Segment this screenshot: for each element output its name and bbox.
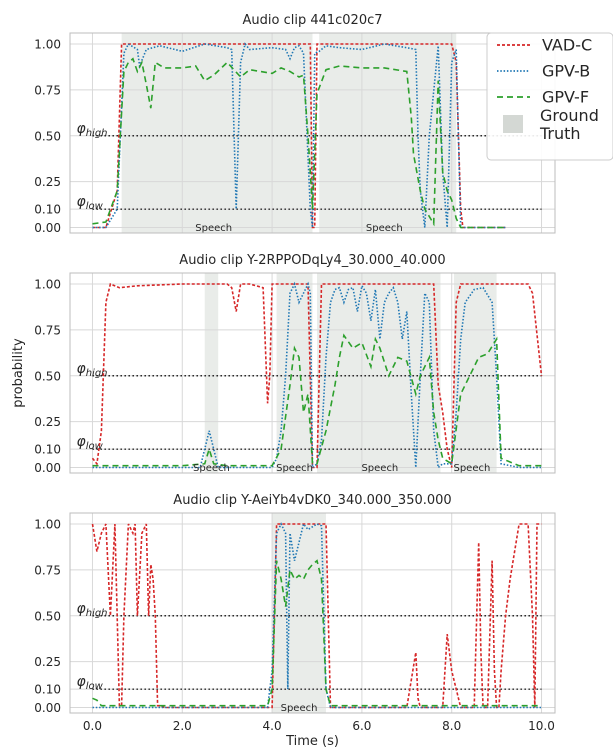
series-line — [92, 57, 506, 229]
series-line — [92, 42, 506, 229]
plot-frame — [69, 272, 556, 474]
ground-truth-label: Speech — [361, 463, 398, 474]
ground-truth-region — [316, 273, 441, 473]
legend-label-line: Truth — [539, 124, 581, 143]
x-tick-label: 2.0 — [173, 719, 192, 733]
y-axis-label: probability — [11, 338, 26, 408]
ground-truth-label: Speech — [276, 463, 313, 474]
series-line — [92, 522, 542, 709]
ground-truth-region — [276, 273, 313, 473]
x-axis-label: Time (s) — [285, 734, 339, 749]
y-tick-label: 0.50 — [34, 609, 61, 623]
threshold-label-sub: high — [86, 128, 108, 139]
y-tick-label: 0.10 — [34, 203, 61, 217]
y-tick-label: 0.00 — [34, 701, 61, 715]
ground-truth-label: Speech — [195, 223, 232, 234]
series-line — [92, 559, 542, 707]
y-tick-label: 0.25 — [34, 655, 61, 669]
y-tick-label: 0.25 — [34, 415, 61, 429]
legend-label: GPV-B — [542, 62, 590, 81]
ground-truth-region — [121, 33, 313, 233]
y-tick-label: 0.10 — [34, 683, 61, 697]
legend-swatch — [503, 115, 523, 133]
ground-truth-label: Speech — [453, 463, 490, 474]
legend-label: GPV-F — [542, 88, 589, 107]
ground-truth-label: Speech — [281, 703, 318, 714]
x-tick-label: 8.0 — [442, 719, 461, 733]
ground-truth-region — [319, 33, 457, 233]
x-tick-label: 6.0 — [352, 719, 371, 733]
y-tick-label: 0.10 — [34, 443, 61, 457]
ground-truth-region — [204, 273, 219, 473]
y-tick-label: 0.75 — [34, 323, 61, 337]
x-tick-label: 4.0 — [263, 719, 282, 733]
y-tick-label: 0.00 — [34, 221, 61, 235]
panel-title: Audio clip Y-AeiYb4vDK0_340.000_350.000 — [173, 493, 451, 508]
series-line — [92, 43, 506, 229]
x-tick-label: 0.0 — [83, 719, 102, 733]
legend-label: Ground Truth — [539, 106, 599, 143]
ground-truth-region — [272, 513, 326, 713]
threshold-label-sub: low — [86, 201, 104, 212]
y-tick-label: 0.50 — [34, 129, 61, 143]
threshold-label: φlow — [76, 194, 103, 212]
ground-truth-label: Speech — [193, 463, 230, 474]
y-tick-label: 0.50 — [34, 369, 61, 383]
legend-label-line: Ground — [540, 106, 599, 125]
y-tick-label: 0.75 — [34, 563, 61, 577]
series-line — [92, 333, 542, 467]
panel-title: Audio clip 441c020c7 — [242, 13, 382, 28]
y-tick-label: 1.00 — [34, 518, 61, 532]
ground-truth-region — [453, 273, 497, 473]
y-tick-label: 0.75 — [34, 83, 61, 97]
threshold-label-sub: high — [86, 608, 108, 619]
y-tick-label: 0.25 — [34, 175, 61, 189]
y-tick-label: 1.00 — [34, 38, 61, 52]
threshold-label: φlow — [76, 674, 103, 692]
y-tick-label: 1.00 — [34, 278, 61, 292]
threshold-label-sub: high — [86, 368, 108, 379]
series-line — [91, 282, 543, 469]
ground-truth-label: Speech — [366, 223, 403, 234]
plot-frame — [69, 512, 556, 714]
threshold-label-sub: low — [86, 681, 104, 692]
y-tick-label: 0.00 — [34, 461, 61, 475]
x-tick-label: 10.0 — [528, 719, 555, 733]
legend-label: VAD-C — [542, 36, 592, 55]
panel-title: Audio clip Y-2RPPODqLy4_30.000_40.000 — [179, 253, 445, 268]
threshold-label-sub: low — [86, 441, 104, 452]
